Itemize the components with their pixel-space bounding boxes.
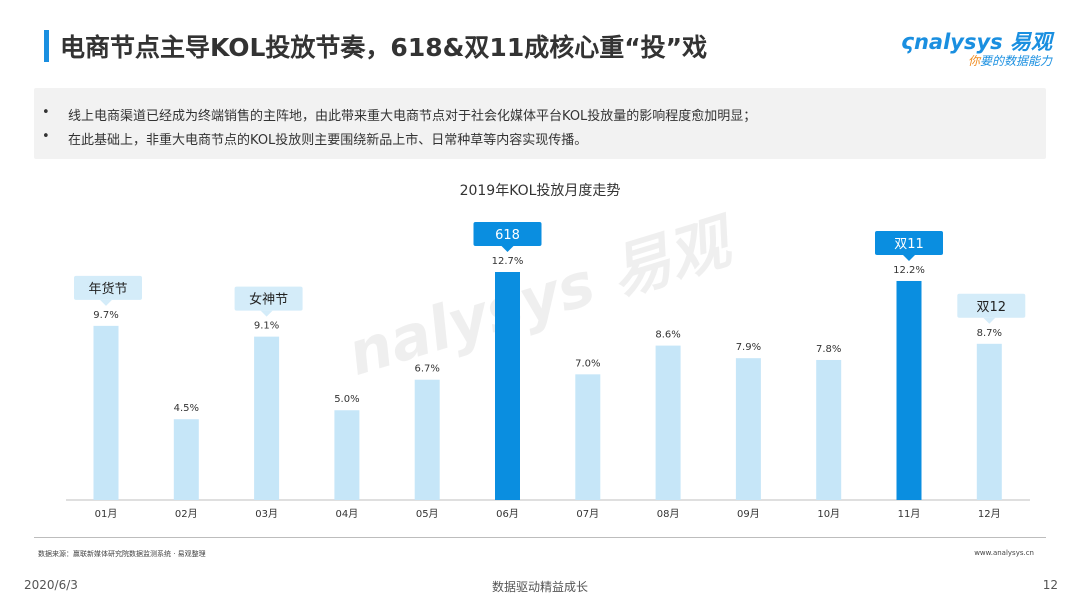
x-tick-label: 06月	[496, 508, 519, 520]
value-label: 9.1%	[254, 321, 279, 332]
callout-12月: 双12	[957, 293, 1026, 324]
bar-11月	[896, 280, 922, 500]
value-label: 7.9%	[736, 342, 761, 353]
value-label: 12.2%	[893, 265, 925, 276]
logo-main-text: ςnalysys 易观	[900, 30, 1052, 55]
callout-label: 年货节	[88, 281, 127, 297]
bar-10月	[816, 359, 842, 500]
value-label: 7.0%	[575, 358, 600, 369]
analysys-logo: ςnalysys 易观 你要的数据能力	[901, 26, 1052, 70]
value-label: 5.0%	[334, 394, 359, 405]
value-label: 8.6%	[655, 330, 680, 341]
callout-03月: 女神节	[234, 286, 303, 317]
value-label: 7.8%	[816, 344, 841, 355]
bar-01月	[93, 325, 119, 500]
x-tick-label: 01月	[95, 508, 118, 520]
bar-05月	[414, 379, 440, 500]
value-label: 6.7%	[414, 364, 439, 375]
value-label: 8.7%	[977, 328, 1002, 339]
x-tick-label: 11月	[898, 508, 921, 520]
bar-03月	[254, 336, 280, 500]
callout-label: 女神节	[249, 292, 288, 308]
bar-02月	[173, 419, 199, 500]
x-tick-label: 12月	[978, 508, 1001, 520]
bar-09月	[735, 358, 761, 500]
summary-box: • 线上电商渠道已经成为终端销售的主阵地，由此带来重大电商节点对于社会化媒体平台…	[34, 88, 1046, 159]
x-tick-label: 05月	[416, 508, 439, 520]
x-tick-label: 03月	[255, 508, 278, 520]
bullet-text: 线上电商渠道已经成为终端销售的主阵地，由此带来重大电商节点对于社会化媒体平台KO…	[68, 109, 757, 124]
bar-08月	[655, 345, 681, 500]
data-source-note: 数据来源：赢联新媒体研究院数据监测系统 · 易观整理	[38, 550, 206, 558]
bullet-dot-icon: •	[42, 105, 50, 120]
x-tick-label: 02月	[175, 508, 198, 520]
bullet-dot-icon: •	[42, 129, 50, 144]
page-number: 12	[1042, 578, 1058, 592]
footer-slogan: 数据驱动精益成长	[491, 580, 588, 594]
logo-tagline: 你要的数据能力	[967, 54, 1052, 68]
x-tick-label: 09月	[737, 508, 760, 520]
callout-01月: 年货节	[74, 275, 142, 306]
bar-12月	[976, 343, 1002, 500]
bar-06月	[495, 272, 520, 500]
value-label: 12.7%	[492, 256, 524, 267]
x-tick-label: 10月	[817, 508, 840, 520]
bullet-text: 在此基础上，非重大电商节点的KOL投放则主要围绕新品上市、日常种草等内容实现传播…	[68, 133, 588, 148]
report-date: 2020/6/3	[24, 578, 78, 592]
callout-label: 618	[495, 228, 520, 243]
callout-label: 双11	[894, 237, 924, 252]
monthly-kol-bar-chart: 9.7% 01月 4.5% 02月 9.1% 03月 5.0% 04月 6.7% 05月 12.7%…	[66, 222, 1030, 520]
callout-label: 双12	[977, 300, 1007, 315]
x-tick-label: 04月	[336, 508, 359, 520]
x-tick-label: 07月	[576, 508, 599, 520]
x-tick-label: 08月	[657, 508, 680, 520]
bar-07月	[575, 374, 601, 500]
callout-11月: 双11	[875, 230, 943, 261]
chart-title: 2019年KOL投放月度走势	[459, 183, 621, 199]
title-accent-bar	[44, 30, 49, 62]
value-label: 9.7%	[93, 310, 118, 321]
value-label: 4.5%	[174, 403, 199, 414]
bar-04月	[334, 410, 360, 500]
callout-06月: 618	[473, 222, 542, 252]
page-title: 电商节点主导KOL投放节奏，618&双11成核心重“投”戏	[60, 33, 708, 62]
footer-divider	[34, 537, 1046, 538]
website-link[interactable]: www.analysys.cn	[974, 549, 1034, 557]
